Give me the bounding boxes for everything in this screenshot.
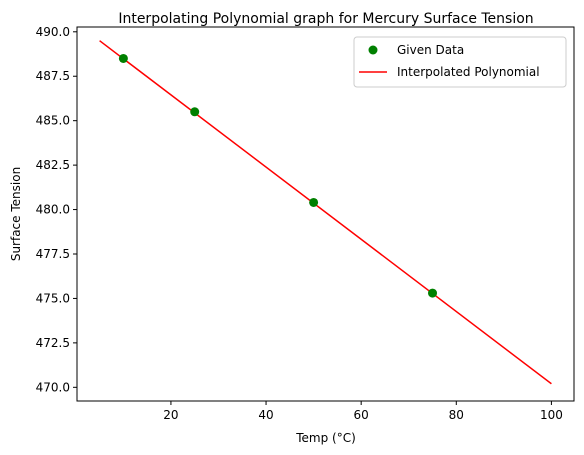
x-axis-label: Temp (°C) <box>295 431 356 445</box>
x-tick-label: 40 <box>258 408 273 422</box>
x-axis: 20 40 60 80 100 <box>163 401 563 422</box>
y-tick-label: 480.0 <box>36 203 70 217</box>
y-tick-label: 490.0 <box>36 25 70 39</box>
data-point <box>119 54 128 63</box>
legend-label-given-data: Given Data <box>397 43 464 57</box>
interpolated-polynomial-line <box>100 41 552 384</box>
chart-title: Interpolating Polynomial graph for Mercu… <box>118 11 533 27</box>
legend-label-interpolated-polynomial: Interpolated Polynomial <box>397 65 540 79</box>
legend-marker-given-data <box>369 46 378 55</box>
y-tick-label: 470.0 <box>36 380 70 394</box>
y-tick-label: 485.0 <box>36 114 70 128</box>
x-tick-label: 100 <box>540 408 563 422</box>
y-axis: 470.0 472.5 475.0 477.5 480.0 482.5 485.0 487.5… <box>36 25 77 395</box>
y-tick-label: 475.0 <box>36 291 70 305</box>
y-axis-label: Surface Tension <box>9 167 23 261</box>
x-tick-label: 80 <box>449 408 464 422</box>
x-tick-label: 20 <box>163 408 178 422</box>
plot-area <box>100 41 552 384</box>
y-tick-label: 482.5 <box>36 158 70 172</box>
data-point <box>428 289 437 298</box>
data-point <box>309 198 318 207</box>
data-point <box>190 107 199 116</box>
y-tick-label: 487.5 <box>36 69 70 83</box>
y-tick-label: 472.5 <box>36 336 70 350</box>
legend: Given Data Interpolated Polynomial <box>354 37 566 87</box>
y-tick-label: 477.5 <box>36 247 70 261</box>
x-tick-label: 60 <box>354 408 369 422</box>
